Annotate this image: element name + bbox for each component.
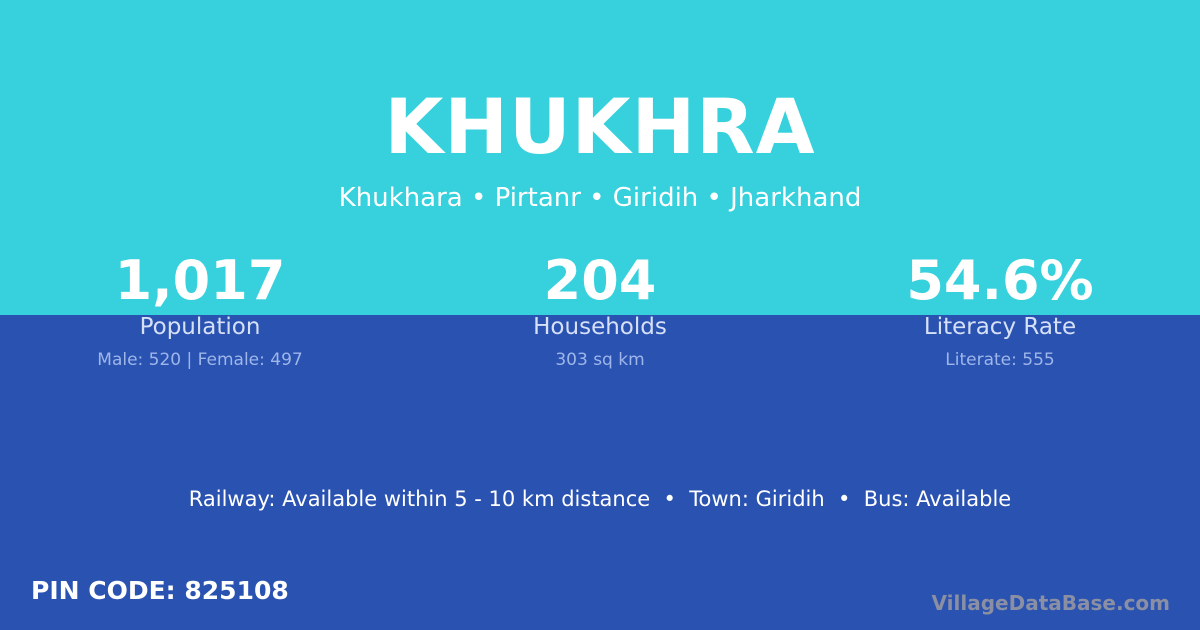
amenities-line: Railway: Available within 5 - 10 km dist… [188, 487, 1012, 511]
stat-population: 1,017 Population Male: 520 | Female: 497 [0, 249, 400, 371]
location-breadcrumb: Khukhara • Pirtanr • Giridih • Jharkhand [338, 183, 862, 213]
brand-watermark: VillageDataBase.com [931, 591, 1170, 615]
body-band [0, 315, 1200, 630]
stat-value: 54.6% [906, 249, 1094, 312]
stat-detail: 303 sq km [555, 350, 645, 370]
stat-households: 204 Households 303 sq km [400, 249, 800, 371]
stat-label: Households [533, 314, 667, 340]
stat-value: 1,017 [114, 249, 286, 312]
stat-value: 204 [543, 249, 657, 312]
pin-code: PIN CODE: 825108 [31, 576, 289, 605]
stat-literacy: 54.6% Literacy Rate Literate: 555 [800, 249, 1200, 371]
stat-detail: Male: 520 | Female: 497 [97, 350, 303, 370]
stat-detail: Literate: 555 [945, 350, 1055, 370]
village-name: KHUKHRA [384, 82, 816, 171]
header-band [0, 0, 1200, 315]
stat-label: Population [139, 314, 261, 340]
stat-label: Literacy Rate [923, 314, 1077, 340]
